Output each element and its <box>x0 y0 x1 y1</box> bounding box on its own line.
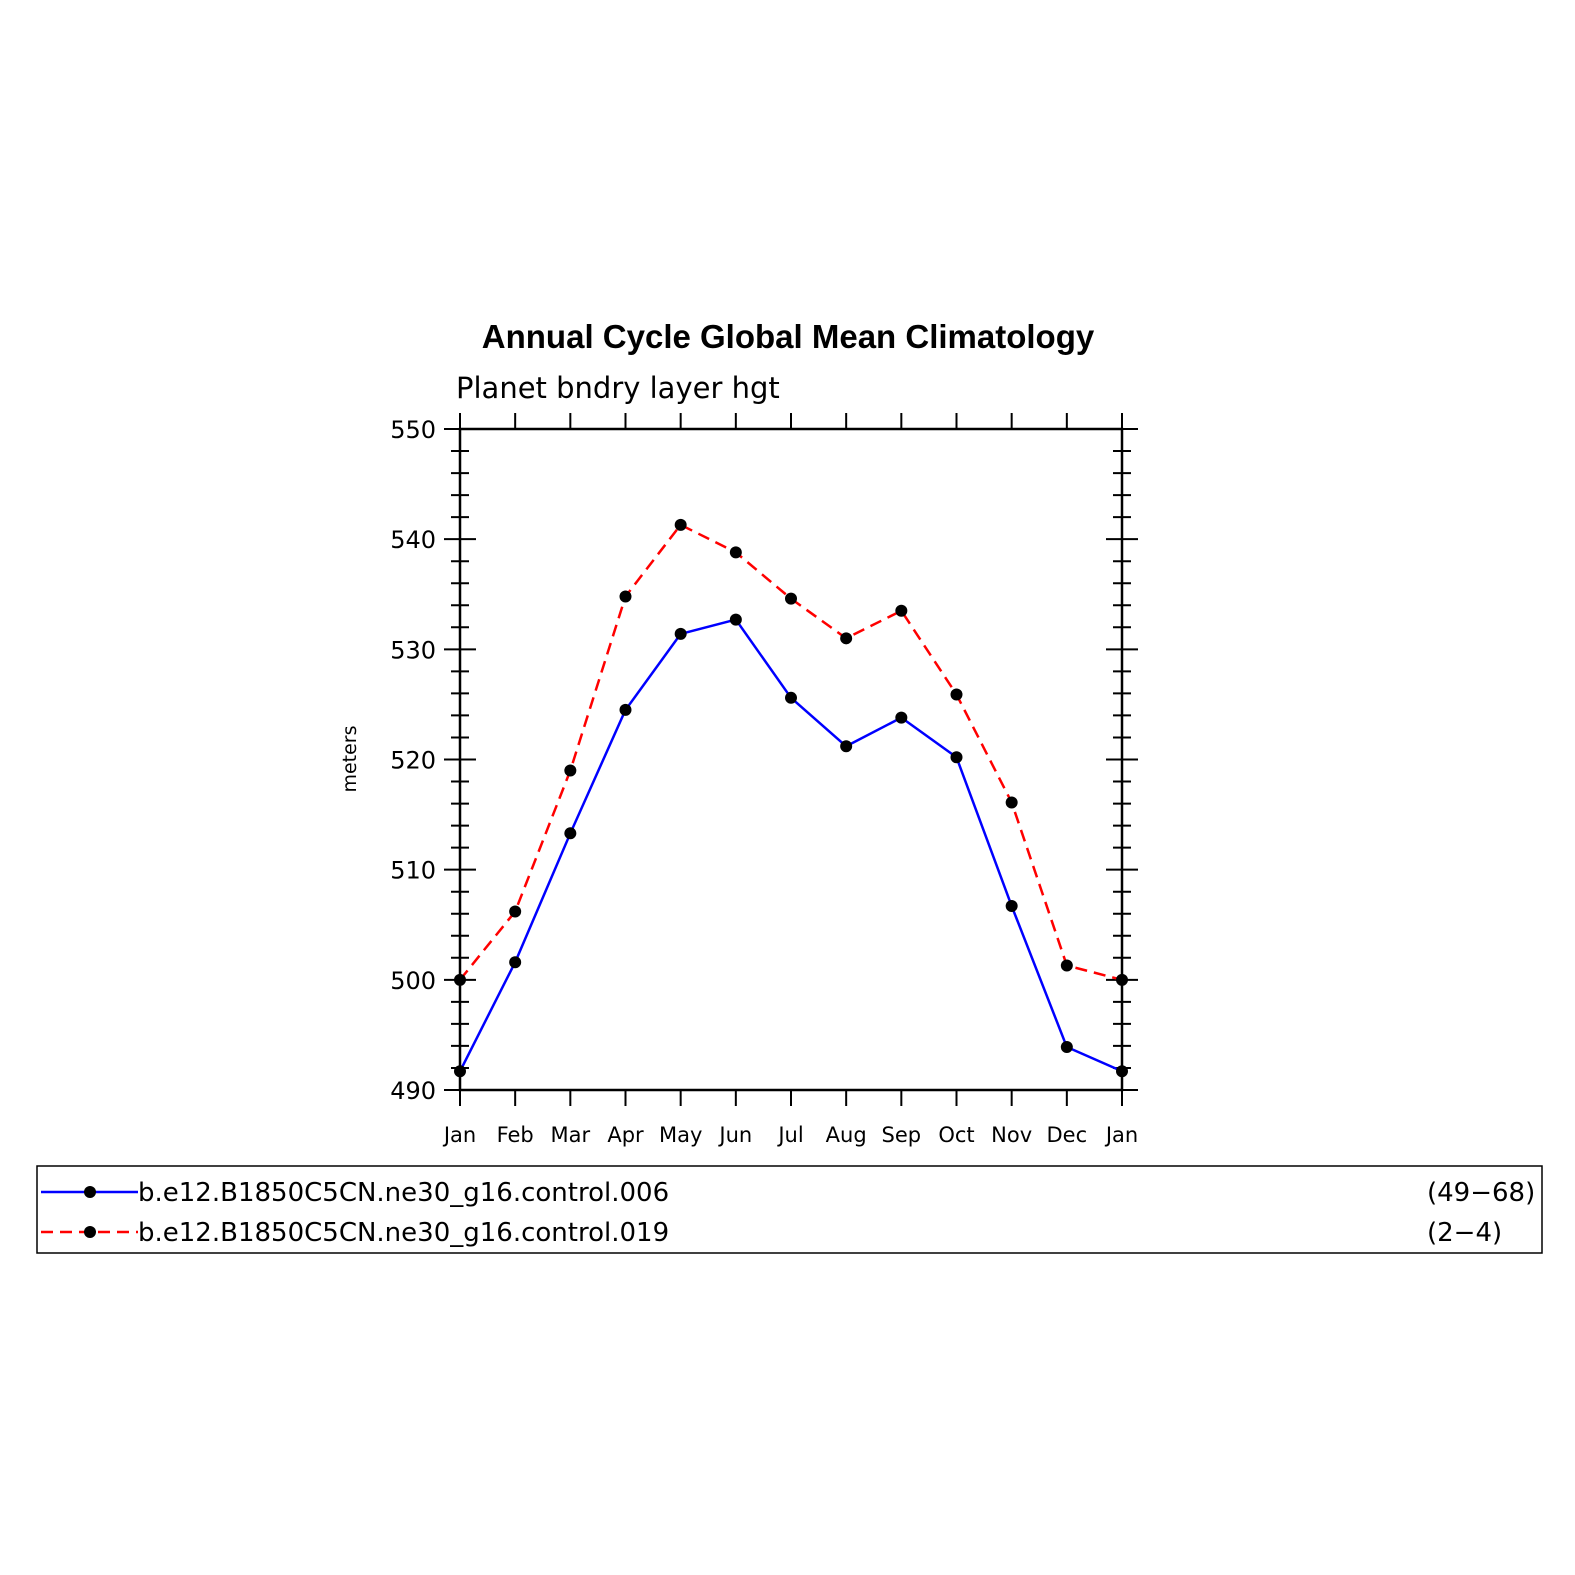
data-point <box>950 688 963 701</box>
data-point <box>619 703 632 716</box>
x-tick-label: Mar <box>551 1123 591 1147</box>
y-tick-label: 500 <box>390 967 436 995</box>
legend: b.e12.B1850C5CN.ne30_g16.control.006 (49−… <box>36 1165 1543 1254</box>
y-tick-labels: 490 500 510 520 530 540 550 <box>390 416 436 1105</box>
y-tick-label: 530 <box>390 636 436 664</box>
legend-entry-1: b.e12.B1850C5CN.ne30_g16.control.006 (49−… <box>41 1178 1535 1208</box>
x-tick-label: Nov <box>991 1123 1032 1147</box>
legend-entries: b.e12.B1850C5CN.ne30_g16.control.006 (49−… <box>41 1178 1535 1248</box>
data-point <box>564 764 577 777</box>
series-line <box>458 618 1123 1073</box>
data-point <box>674 518 687 531</box>
data-point <box>509 956 522 969</box>
y-tick-label: 550 <box>390 416 436 444</box>
data-point <box>729 546 742 559</box>
y-tick-label: 490 <box>390 1077 436 1105</box>
x-tick-label: Oct <box>938 1123 974 1147</box>
x-tick-label: May <box>659 1123 702 1147</box>
y-tick-label: 510 <box>390 857 436 885</box>
data-point <box>785 691 797 704</box>
plot-axes <box>444 413 1138 1106</box>
plot-frame <box>458 427 1124 1092</box>
chart-subtitle: Planet bndry layer hgt <box>456 371 780 405</box>
legend-years: (2−4) <box>1427 1218 1502 1248</box>
legend-marker <box>84 1226 96 1238</box>
data-point <box>619 590 632 603</box>
data-point <box>895 604 908 617</box>
series-1 <box>454 613 1128 1078</box>
data-point <box>950 751 963 764</box>
data-point <box>785 592 797 605</box>
y-tick-label: 540 <box>390 526 436 554</box>
data-point <box>895 711 908 724</box>
data-point <box>1116 1065 1128 1078</box>
legend-years: (49−68) <box>1427 1178 1535 1208</box>
data-point <box>509 905 522 918</box>
x-tick-label: Jan <box>1104 1123 1138 1147</box>
legend-box <box>36 1165 1543 1254</box>
y-tick-label: 520 <box>390 747 436 775</box>
x-tick-labels: Jan Feb Mar Apr May Jun Jul Aug Sep Oct Nov Dec Jan <box>442 1123 1138 1147</box>
data-point <box>454 973 466 986</box>
series-layer <box>454 518 1128 1078</box>
x-tick-label: Dec <box>1047 1123 1088 1147</box>
legend-label: b.e12.B1850C5CN.ne30_g16.control.006 <box>138 1178 669 1208</box>
data-point <box>729 613 742 626</box>
data-point <box>1116 973 1128 986</box>
y-axis-label: meters <box>339 725 361 792</box>
legend-label: b.e12.B1850C5CN.ne30_g16.control.019 <box>138 1218 669 1248</box>
data-point <box>1060 959 1073 972</box>
x-tick-label: Sep <box>882 1123 922 1147</box>
x-tick-label: Apr <box>607 1123 644 1147</box>
chart-title: Annual Cycle Global Mean Climatology <box>482 318 1095 355</box>
data-point <box>674 627 687 640</box>
x-tick-label: Jan <box>442 1123 476 1147</box>
legend-entry-2: b.e12.B1850C5CN.ne30_g16.control.019 (2−4… <box>41 1218 1502 1248</box>
data-point <box>1005 900 1018 913</box>
x-tick-label: Jul <box>776 1123 803 1147</box>
data-point <box>1060 1041 1073 1054</box>
data-point <box>454 1065 466 1078</box>
data-point <box>840 632 853 645</box>
x-tick-label: Jun <box>717 1123 752 1147</box>
data-point <box>1005 796 1018 809</box>
series-2 <box>454 518 1128 986</box>
data-point <box>564 827 577 840</box>
legend-marker <box>84 1186 96 1198</box>
x-tick-label: Feb <box>497 1123 534 1147</box>
x-tick-label: Aug <box>826 1123 867 1147</box>
data-point <box>840 740 853 753</box>
